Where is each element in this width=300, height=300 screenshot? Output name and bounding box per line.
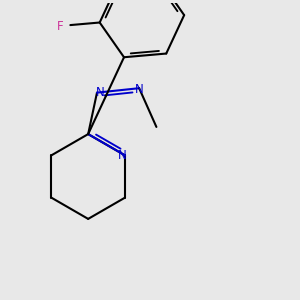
Text: N: N bbox=[96, 86, 104, 99]
Text: N: N bbox=[118, 149, 126, 162]
Text: N: N bbox=[135, 83, 143, 97]
Text: F: F bbox=[56, 20, 63, 32]
